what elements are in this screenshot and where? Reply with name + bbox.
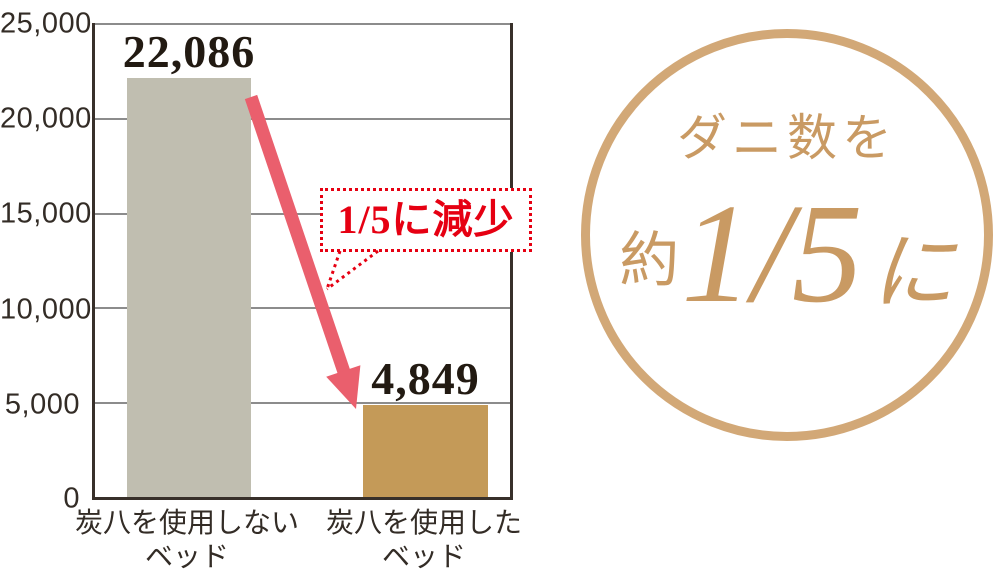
- y-tick-label: 25,000: [0, 7, 92, 40]
- y-tick-label: 15,000: [0, 197, 92, 230]
- plot-area: 22,086 4,849: [92, 23, 513, 500]
- y-tick-label: 5,000: [4, 388, 80, 421]
- callout-tail-left-edge: [325, 250, 342, 290]
- category-label-without-sumihachi: 炭八を使用しない ベッド: [57, 506, 317, 574]
- y-tick-label: 20,000: [0, 102, 92, 135]
- bar-value-label: 22,086: [122, 26, 256, 78]
- callout-tail-right-edge: [326, 250, 379, 291]
- badge-suffix-text: に: [870, 227, 955, 320]
- gridline: [95, 23, 510, 25]
- decrease-callout: 1/5に減少: [320, 188, 532, 252]
- decrease-callout-text: 1/5に減少: [337, 197, 515, 242]
- category-label-line2: ベッド: [144, 541, 229, 572]
- badge-fraction-text: 1/5: [681, 174, 863, 332]
- badge-title: ダニ数を: [677, 110, 897, 166]
- gridline: [95, 402, 510, 405]
- badge-approx-text: 約: [619, 228, 680, 294]
- category-label-line1: 炭八を使用した: [325, 507, 522, 538]
- bar-without-sumihachi: 22,086: [123, 29, 254, 497]
- callout-tail: [325, 250, 379, 291]
- badge-main-line: 約 1/5 に: [581, 168, 993, 338]
- reduction-badge: ダニ数を 約 1/5 に: [581, 29, 993, 441]
- y-tick-label: 0: [63, 482, 80, 515]
- category-label-with-sumihachi: 炭八を使用した ベッド: [294, 506, 554, 574]
- bar-with-sumihachi: 4,849: [363, 356, 488, 497]
- y-tick-label: 10,000: [0, 293, 92, 326]
- category-label-line2: ベッド: [381, 541, 466, 572]
- category-label-line1: 炭八を使用しない: [74, 507, 299, 538]
- bar-value-label: 4,849: [371, 353, 480, 405]
- badge-ring-circle: [581, 29, 993, 441]
